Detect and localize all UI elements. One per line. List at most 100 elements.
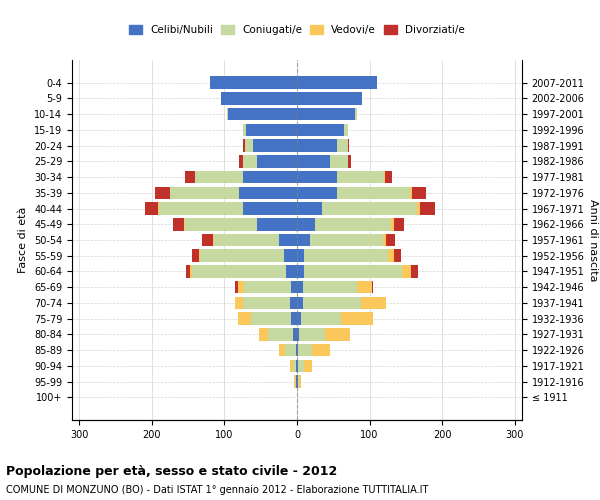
Bar	[348, 155, 352, 168]
Bar	[192, 265, 286, 278]
Bar	[296, 376, 297, 388]
Bar	[337, 140, 348, 152]
Bar	[235, 281, 238, 293]
Bar	[242, 124, 246, 136]
Bar	[297, 124, 344, 136]
Bar	[158, 202, 159, 215]
Bar	[297, 376, 298, 388]
Bar	[297, 234, 310, 246]
Bar	[297, 360, 298, 372]
Bar	[246, 124, 297, 136]
Bar	[386, 234, 395, 246]
Bar	[299, 328, 325, 340]
Bar	[238, 312, 251, 325]
Bar	[297, 171, 337, 183]
Bar	[304, 360, 312, 372]
Bar	[385, 171, 392, 183]
Bar	[291, 281, 297, 293]
Bar	[253, 140, 297, 152]
Bar	[297, 281, 303, 293]
Bar	[213, 234, 214, 246]
Bar	[242, 155, 257, 168]
Bar	[297, 186, 337, 199]
Bar	[297, 76, 377, 89]
Bar	[297, 328, 299, 340]
Bar	[310, 234, 383, 246]
Bar	[227, 108, 228, 120]
Bar	[355, 108, 356, 120]
Bar	[185, 171, 196, 183]
Bar	[170, 186, 239, 199]
Bar	[214, 234, 279, 246]
Bar	[417, 202, 421, 215]
Bar	[184, 218, 185, 230]
Bar	[337, 171, 384, 183]
Bar	[298, 360, 304, 372]
Bar	[384, 171, 385, 183]
Bar	[409, 186, 412, 199]
Bar	[297, 218, 315, 230]
Bar	[298, 376, 299, 388]
Bar	[284, 250, 297, 262]
Bar	[311, 344, 329, 356]
Bar	[294, 376, 295, 388]
Bar	[297, 92, 362, 104]
Bar	[268, 328, 293, 340]
Bar	[202, 234, 213, 246]
Bar	[341, 312, 373, 325]
Bar	[228, 108, 297, 120]
Bar	[421, 202, 435, 215]
Bar	[329, 155, 348, 168]
Bar	[296, 360, 297, 372]
Bar	[388, 250, 394, 262]
Bar	[344, 124, 348, 136]
Bar	[301, 312, 341, 325]
Bar	[297, 296, 303, 309]
Y-axis label: Anni di nascita: Anni di nascita	[589, 198, 598, 281]
Bar	[295, 376, 296, 388]
Bar	[221, 92, 297, 104]
Bar	[297, 155, 329, 168]
Bar	[411, 265, 418, 278]
Bar	[243, 140, 245, 152]
Bar	[293, 328, 297, 340]
Bar	[412, 186, 426, 199]
Text: Popolazione per età, sesso e stato civile - 2012: Popolazione per età, sesso e stato civil…	[6, 465, 337, 478]
Bar	[394, 218, 404, 230]
Bar	[303, 296, 361, 309]
Legend: Celibi/Nubili, Coniugati/e, Vedovi/e, Divorziati/e: Celibi/Nubili, Coniugati/e, Vedovi/e, Di…	[126, 22, 468, 38]
Bar	[315, 218, 391, 230]
Bar	[297, 140, 337, 152]
Bar	[297, 250, 304, 262]
Bar	[242, 202, 297, 215]
Bar	[279, 344, 284, 356]
Bar	[290, 360, 293, 372]
Bar	[239, 186, 297, 199]
Bar	[286, 265, 297, 278]
Bar	[186, 265, 190, 278]
Bar	[173, 218, 184, 230]
Bar	[322, 202, 417, 215]
Bar	[192, 250, 199, 262]
Bar	[296, 344, 297, 356]
Bar	[297, 108, 355, 120]
Bar	[297, 312, 301, 325]
Bar	[185, 218, 257, 230]
Bar	[337, 186, 409, 199]
Bar	[210, 76, 297, 89]
Bar	[239, 155, 242, 168]
Bar	[145, 202, 158, 215]
Bar	[297, 202, 322, 215]
Bar	[402, 265, 411, 278]
Bar	[298, 344, 311, 356]
Bar	[257, 218, 297, 230]
Bar	[244, 281, 291, 293]
Y-axis label: Fasce di età: Fasce di età	[19, 207, 28, 273]
Bar	[383, 234, 386, 246]
Bar	[391, 218, 394, 230]
Text: COMUNE DI MONZUNO (BO) - Dati ISTAT 1° gennaio 2012 - Elaborazione TUTTITALIA.IT: COMUNE DI MONZUNO (BO) - Dati ISTAT 1° g…	[6, 485, 428, 495]
Bar	[293, 360, 296, 372]
Bar	[238, 281, 244, 293]
Bar	[279, 234, 297, 246]
Bar	[290, 296, 297, 309]
